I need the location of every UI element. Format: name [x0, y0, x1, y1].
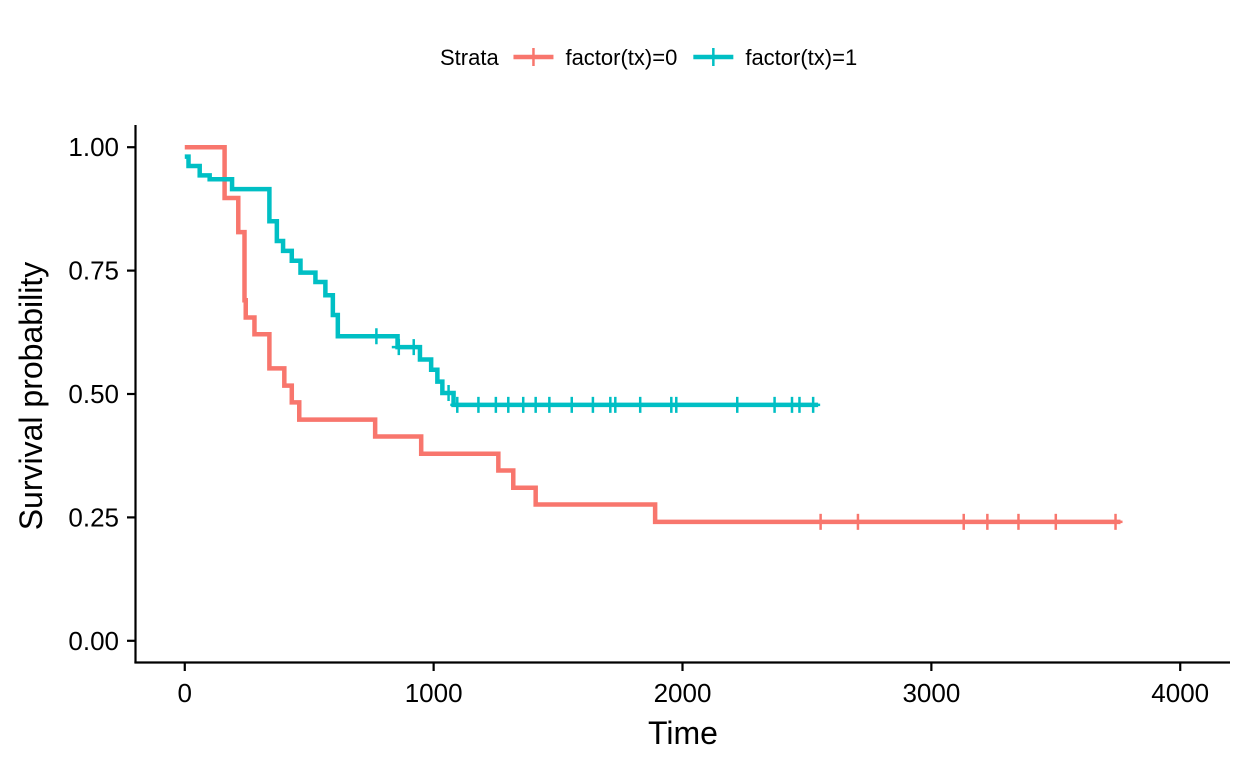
y-tick-label: 1.00 — [68, 132, 119, 162]
y-axis-title: Survival probability — [13, 262, 49, 531]
censor-mark — [488, 396, 503, 413]
censor-mark — [669, 396, 684, 413]
censor-mark — [980, 513, 995, 530]
censor-mark — [585, 396, 600, 413]
censor-mark — [633, 396, 648, 413]
legend-label: factor(tx)=1 — [745, 45, 857, 70]
censor-mark — [1048, 513, 1063, 530]
series-line — [184, 144, 1121, 525]
legend-item: factor(tx)=1 — [693, 45, 857, 70]
censor-mark — [813, 513, 828, 530]
x-axis-title: Time — [648, 715, 718, 751]
x-tick-label: 2000 — [654, 678, 712, 708]
censor-mark — [806, 396, 821, 413]
censor-mark — [441, 385, 456, 402]
series-0 — [184, 144, 1123, 530]
x-ticks: 0 1000 2000 3000 4000 — [178, 663, 1209, 708]
censor-mark — [767, 396, 782, 413]
series-line — [184, 154, 819, 408]
axes: 0 1000 2000 3000 4000 0.00 0.25 0.50 0.75 1.00 — [68, 125, 1230, 708]
plot-curves — [184, 144, 1123, 530]
censor-mark — [406, 339, 421, 356]
censor-mark — [450, 396, 465, 413]
y-tick-label: 0.50 — [68, 379, 119, 409]
x-tick-label: 0 — [178, 678, 192, 708]
censor-mark — [792, 396, 807, 413]
legend-label: factor(tx)=0 — [565, 45, 677, 70]
censor-mark — [391, 339, 406, 356]
censor-mark — [369, 328, 384, 345]
y-ticks: 0.00 0.25 0.50 0.75 1.00 — [68, 132, 135, 656]
censor-mark — [542, 396, 557, 413]
censor-mark — [730, 396, 745, 413]
censor-mark — [528, 396, 543, 413]
x-tick-label: 3000 — [902, 678, 960, 708]
legend-title: Strata — [440, 45, 499, 70]
x-tick-label: 4000 — [1151, 678, 1209, 708]
y-tick-label: 0.75 — [68, 256, 119, 286]
x-tick-label: 1000 — [405, 678, 463, 708]
censor-mark — [471, 396, 486, 413]
censor-mark — [1011, 513, 1026, 530]
censor-mark — [564, 396, 579, 413]
legend-key — [693, 48, 734, 66]
censor-mark — [1108, 513, 1123, 530]
legend-item: factor(tx)=0 — [513, 45, 677, 70]
censor-mark — [956, 513, 971, 530]
censor-mark — [850, 513, 865, 530]
legend-key — [513, 48, 554, 66]
series-1 — [184, 154, 821, 413]
censor-mark — [516, 396, 531, 413]
censor-mark — [501, 396, 516, 413]
censor-mark — [608, 396, 623, 413]
y-tick-label: 0.00 — [68, 626, 119, 656]
legend: Strata factor(tx)=0 factor(tx)=1 — [440, 45, 857, 70]
y-tick-label: 0.25 — [68, 502, 119, 532]
